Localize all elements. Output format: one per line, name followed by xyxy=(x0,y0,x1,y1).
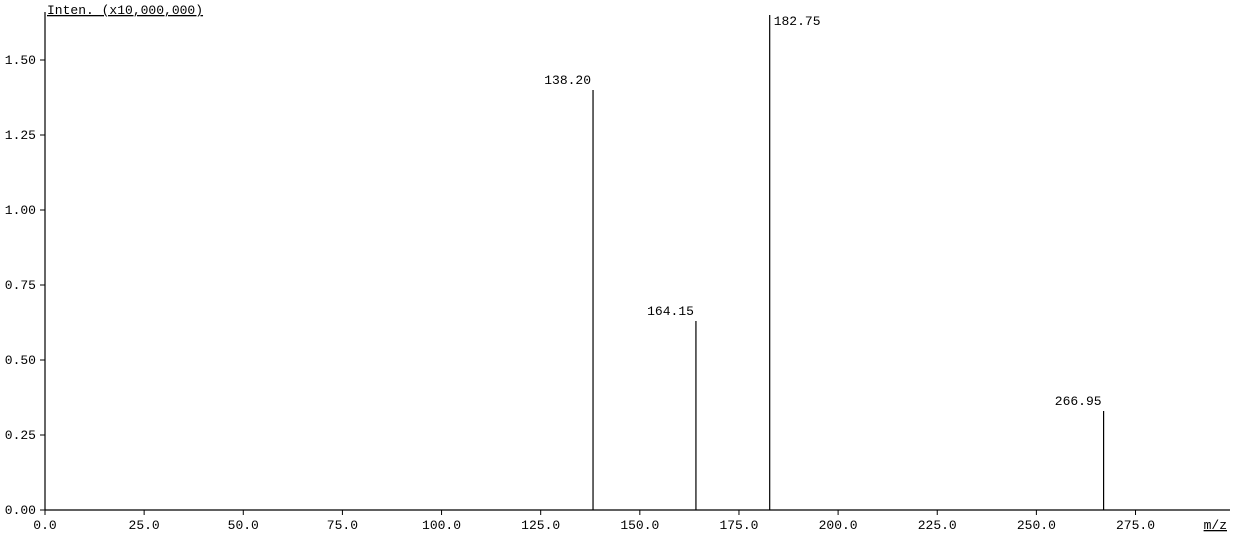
x-tick-label: 75.0 xyxy=(327,518,358,533)
peak-label: 164.15 xyxy=(647,304,694,319)
x-tick-label: 250.0 xyxy=(1017,518,1056,533)
x-tick-label: 50.0 xyxy=(228,518,259,533)
y-tick-label: 0.00 xyxy=(5,503,36,518)
x-tick-label: 100.0 xyxy=(422,518,461,533)
spectrum-svg: 0.00 0.25 0.50 0.75 1.00 1.25 1.50 0.0 25.0 50.0 7… xyxy=(0,0,1240,549)
x-tick-label: 125.0 xyxy=(521,518,560,533)
x-tick-label: 150.0 xyxy=(620,518,659,533)
x-tick-label: 0.0 xyxy=(33,518,56,533)
x-axis-title: m/z xyxy=(1204,518,1227,533)
y-tick-label: 1.50 xyxy=(5,53,36,68)
y-tick-label: 1.25 xyxy=(5,128,36,143)
peak-label: 138.20 xyxy=(544,73,591,88)
y-tick-label: 0.75 xyxy=(5,278,36,293)
peak-label: 182.75 xyxy=(774,14,821,29)
y-tick-label: 0.25 xyxy=(5,428,36,443)
x-tick-label: 225.0 xyxy=(918,518,957,533)
x-tick-label: 25.0 xyxy=(129,518,160,533)
x-tick-label: 175.0 xyxy=(719,518,758,533)
x-tick-label: 200.0 xyxy=(819,518,858,533)
mass-spectrum-chart: 0.00 0.25 0.50 0.75 1.00 1.25 1.50 0.0 25.0 50.0 7… xyxy=(0,0,1240,549)
y-axis-title: Inten. (x10,000,000) xyxy=(47,3,203,18)
y-tick-label: 1.00 xyxy=(5,203,36,218)
y-tick-label: 0.50 xyxy=(5,353,36,368)
x-tick-label: 275.0 xyxy=(1116,518,1155,533)
peak-label: 266.95 xyxy=(1055,394,1102,409)
